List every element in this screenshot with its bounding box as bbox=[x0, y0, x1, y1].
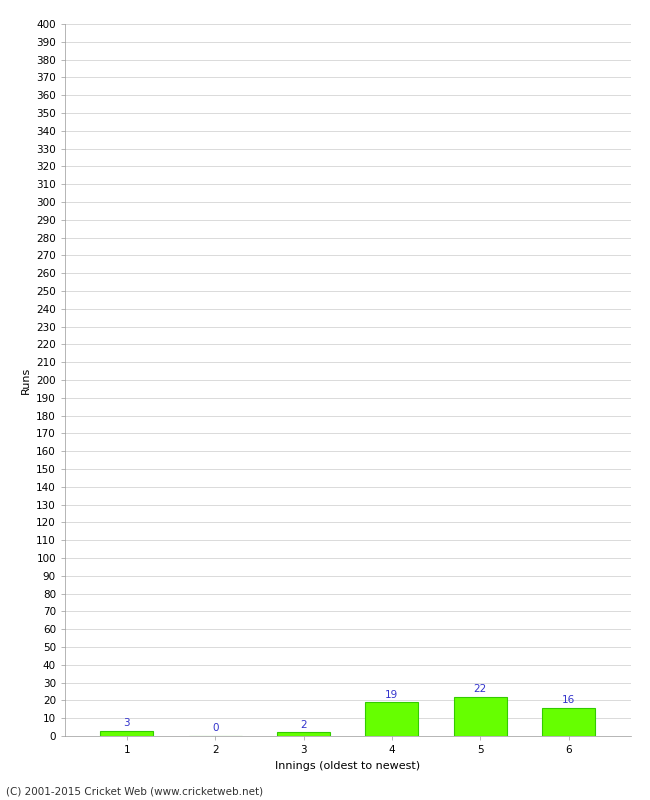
Text: 16: 16 bbox=[562, 695, 575, 705]
Text: (C) 2001-2015 Cricket Web (www.cricketweb.net): (C) 2001-2015 Cricket Web (www.cricketwe… bbox=[6, 786, 264, 796]
X-axis label: Innings (oldest to newest): Innings (oldest to newest) bbox=[275, 761, 421, 770]
Text: 19: 19 bbox=[385, 690, 398, 699]
Bar bbox=[454, 697, 507, 736]
Text: 3: 3 bbox=[124, 718, 130, 728]
Text: 0: 0 bbox=[212, 723, 218, 734]
Text: 22: 22 bbox=[474, 684, 487, 694]
Bar bbox=[542, 707, 595, 736]
Bar bbox=[100, 730, 153, 736]
Bar bbox=[365, 702, 419, 736]
Bar bbox=[277, 733, 330, 736]
Text: 2: 2 bbox=[300, 720, 307, 730]
Y-axis label: Runs: Runs bbox=[21, 366, 31, 394]
